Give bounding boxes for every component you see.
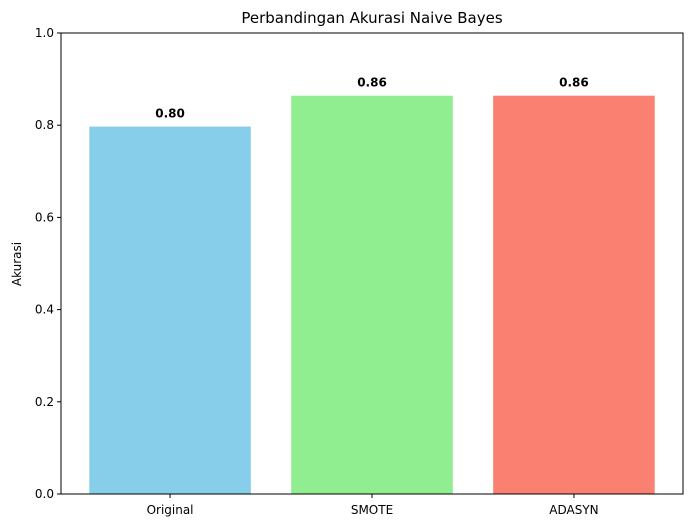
y-tick-label: 0.8 — [35, 118, 54, 132]
bar-adasyn — [493, 95, 655, 495]
bar-smote — [291, 95, 453, 495]
y-tick-label: 0.2 — [35, 395, 54, 409]
x-tick-label: Original — [147, 503, 194, 517]
data-label-smote: 0.86 — [357, 76, 387, 90]
chart-title: Perbandingan Akurasi Naive Bayes — [241, 9, 502, 27]
y-tick-label: 0.0 — [35, 487, 54, 501]
y-tick-label: 0.4 — [35, 303, 54, 317]
y-tick-label: 1.0 — [35, 26, 54, 40]
plot-frame — [60, 32, 684, 495]
x-tick-label: SMOTE — [351, 503, 393, 517]
data-label-original: 0.80 — [155, 107, 185, 121]
data-label-adasyn: 0.86 — [559, 76, 589, 90]
bar-original — [89, 126, 251, 494]
x-tick-label: ADASYN — [549, 503, 598, 517]
y-tick-label: 0.6 — [35, 210, 54, 224]
y-axis-label: Akurasi — [10, 242, 24, 286]
